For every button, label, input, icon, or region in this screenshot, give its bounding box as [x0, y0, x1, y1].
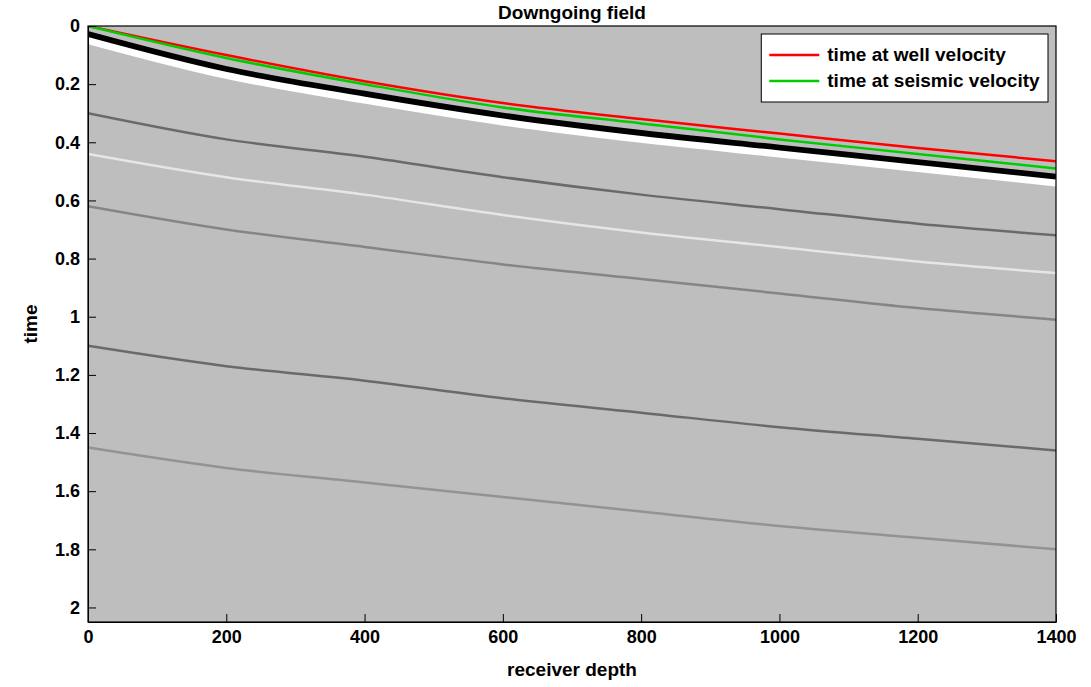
y-axis: 0 0.2 0.4 0.6 0.8 1 1.2 1.4 1.6 1.8 2 [55, 16, 96, 622]
y-tick-label: 0.8 [55, 249, 80, 269]
y-tick-label: 0.2 [55, 74, 80, 94]
plot-area [88, 26, 1056, 549]
x-tick-label: 400 [350, 627, 380, 647]
y-tick-label: 1 [70, 307, 80, 327]
wavefield-event [88, 346, 1056, 451]
y-tick-mark [88, 26, 96, 27]
x-tick: 800 [627, 614, 657, 647]
y-tick-mark [88, 259, 96, 260]
y-axis-title: time [20, 304, 41, 343]
chart: 0 200 400 600 800 1000 1200 1400 0 0.2 0.4 0.6 0.8 1 1… [0, 0, 1091, 687]
y-tick-label: 2 [70, 598, 80, 618]
x-tick-label: 800 [627, 627, 657, 647]
x-tick-mark [641, 614, 642, 622]
y-tick: 1.2 [55, 365, 96, 385]
x-tick: 600 [488, 614, 518, 647]
wavefield-event [88, 113, 1056, 235]
series-line [88, 26, 1056, 168]
x-axis-title: receiver depth [507, 659, 637, 680]
x-tick-label: 1000 [760, 627, 800, 647]
y-tick: 0.2 [55, 74, 96, 94]
y-tick-label: 0 [70, 16, 80, 36]
x-tick: 1000 [760, 614, 800, 647]
legend-swatch [769, 80, 819, 83]
y-tick-label: 0.6 [55, 191, 80, 211]
title: Downgoing field [498, 2, 646, 23]
x-tick-mark [918, 614, 919, 622]
plot-background [88, 26, 1056, 622]
x-tick: 1200 [898, 614, 938, 647]
y-tick-mark [88, 375, 96, 376]
y-tick-mark [88, 491, 96, 492]
y-tick: 0 [70, 16, 96, 36]
y-tick-mark [88, 84, 96, 85]
x-tick-mark [779, 614, 780, 622]
y-tick-mark [88, 142, 96, 143]
y-tick-label: 1.2 [55, 365, 80, 385]
x-tick: 400 [350, 614, 380, 647]
x-tick-mark [503, 614, 504, 622]
y-tick-mark [88, 549, 96, 550]
y-tick-mark [88, 317, 96, 318]
series-line [88, 26, 1056, 161]
y-tick: 0.4 [55, 133, 96, 153]
y-tick-label: 1.4 [55, 423, 80, 443]
x-tick-label: 0 [83, 627, 93, 647]
y-tick-mark [88, 607, 96, 608]
y-tick: 2 [70, 598, 96, 618]
y-tick: 1 [70, 307, 96, 327]
y-tick-label: 1.8 [55, 540, 80, 560]
wavefield-event [88, 154, 1056, 273]
x-axis-line [89, 622, 1057, 623]
y-tick-label: 1.6 [55, 481, 80, 501]
x-tick-label: 1400 [1036, 627, 1076, 647]
y-tick-mark [88, 200, 96, 201]
legend-label: time at seismic velocity [827, 70, 1040, 91]
plot-frame [88, 26, 1056, 622]
y-axis-line [88, 27, 89, 623]
y-tick-label: 0.4 [55, 133, 80, 153]
x-tick-label: 600 [488, 627, 518, 647]
y-tick: 0.6 [55, 191, 96, 211]
y-tick: 0.8 [55, 249, 96, 269]
x-tick-mark [1056, 614, 1057, 622]
y-tick: 1.6 [55, 481, 96, 501]
legend-box [761, 34, 1048, 102]
wavefield-event [88, 448, 1056, 550]
x-tick-label: 200 [212, 627, 242, 647]
legend-swatch [769, 54, 819, 57]
x-tick: 200 [212, 614, 242, 647]
x-tick-label: 1200 [898, 627, 938, 647]
legend: time at well velocity time at seismic vel… [761, 34, 1048, 102]
y-tick: 1.8 [55, 540, 96, 560]
legend-label: time at well velocity [827, 44, 1006, 65]
y-tick: 1.4 [55, 423, 96, 443]
y-tick-mark [88, 433, 96, 434]
x-tick: 1400 [1036, 614, 1076, 647]
x-tick-mark [365, 614, 366, 622]
x-axis: 0 200 400 600 800 1000 1200 1400 [83, 614, 1076, 647]
wavefield-event [88, 206, 1056, 319]
x-tick-mark [226, 614, 227, 622]
